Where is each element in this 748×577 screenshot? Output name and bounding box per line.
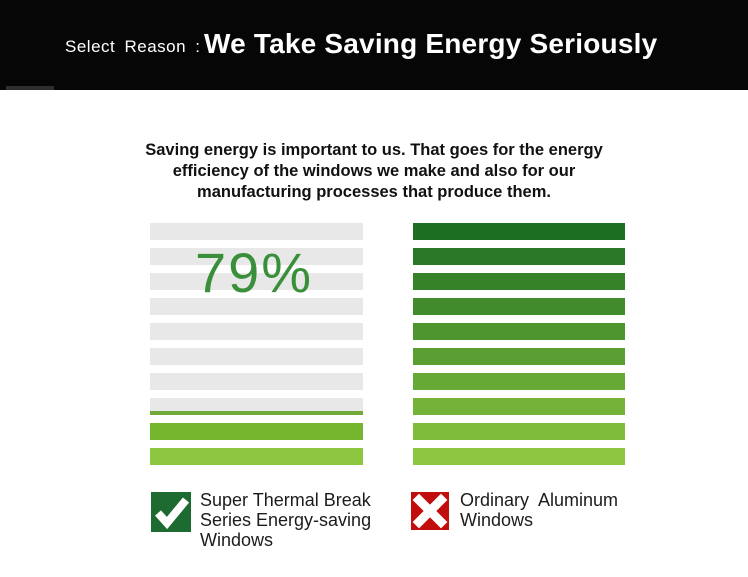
ordinary-aluminum-column [413,223,625,465]
savings-percentage: 79% [195,241,314,304]
chart-stripe [413,273,625,290]
ordinary-aluminum-stripes [413,223,625,465]
intro-line-3: manufacturing processes that produce the… [197,182,551,201]
chart-stripe [150,223,363,240]
energy-saving-column: 79% [150,223,363,465]
cross-icon [411,492,451,532]
chart-stripe [413,373,625,390]
legend-label-ordinary-aluminum: Ordinary Aluminum Windows [460,490,618,530]
chart-stripe [413,323,625,340]
chart-stripe [413,298,625,315]
legend-label-energy-saving: Super Thermal Break Series Energy-saving… [200,490,371,550]
comparison-chart: 79% [0,223,748,465]
page-title: We Take Saving Energy Seriously [204,28,658,59]
chart-stripe [150,273,363,290]
legend-line: Ordinary Aluminum [460,490,619,510]
chart-stripe [413,423,625,440]
legend-item-ordinary-aluminum: Ordinary Aluminum Windows [411,490,618,532]
intro-paragraph: Saving energy is important to us. That g… [0,140,748,203]
chart-stripe [150,298,363,315]
chart-stripe [150,448,363,465]
chart-stripe [150,348,363,365]
legend-line: Super Thermal Break [200,490,371,510]
chart-stripe [413,448,625,465]
header-smudge [6,86,54,90]
header-pretitle: Select Reason : [65,37,201,56]
chart-stripe [413,223,625,240]
chart-stripe [150,423,363,440]
legend-item-energy-saving: Super Thermal Break Series Energy-saving… [151,490,371,550]
chart-stripe [150,323,363,340]
legend-line: Windows [460,510,534,530]
checkmark-icon [151,492,191,532]
chart-stripe [413,348,625,365]
chart-stripe [413,398,625,415]
chart-stripe [150,248,363,265]
legend-line: Windows [200,530,274,550]
chart-stripe [150,373,363,390]
legend-line: Series Energy-saving [200,510,372,530]
header-bar: Select Reason : We Take Saving Energy Se… [0,0,748,90]
energy-saving-stripes [150,223,363,465]
intro-line-2: efficiency of the windows we make and al… [172,161,576,180]
chart-stripe [413,248,625,265]
intro-line-1: Saving energy is important to us. That g… [145,140,603,159]
chart-stripe [150,398,363,415]
